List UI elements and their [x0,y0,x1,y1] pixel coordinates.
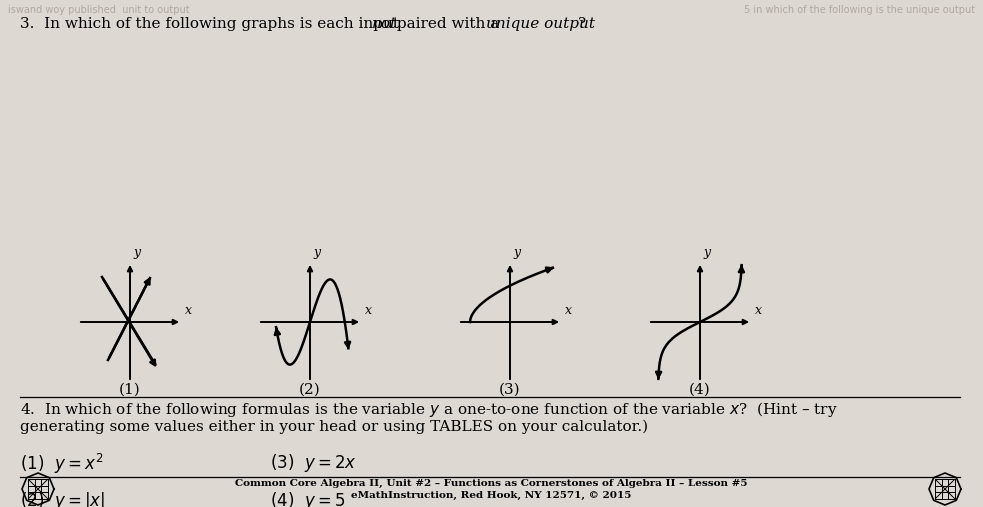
Text: x: x [185,304,192,317]
Text: 3.  In which of the following graphs is each input: 3. In which of the following graphs is e… [20,17,404,31]
Text: $(2)$  $y = |x|$: $(2)$ $y = |x|$ [20,490,105,507]
Text: paired with a: paired with a [392,17,504,31]
Text: eMathInstruction, Red Hook, NY 12571, © 2015: eMathInstruction, Red Hook, NY 12571, © … [351,491,631,500]
Text: generating some values either in your head or using TABLES on your calculator.): generating some values either in your he… [20,420,648,434]
Text: Common Core Algebra II, Unit #2 – Functions as Cornerstones of Algebra II – Less: Common Core Algebra II, Unit #2 – Functi… [235,479,747,488]
Text: y: y [313,246,320,259]
Text: not: not [372,17,397,31]
Text: (3): (3) [499,383,521,397]
Text: ?: ? [578,17,586,31]
Text: unique output: unique output [486,17,595,31]
Text: 4.  In which of the following formulas is the variable $y$ a one-to-one function: 4. In which of the following formulas is… [20,400,838,419]
Text: x: x [755,304,762,317]
Text: (4): (4) [689,383,711,397]
Text: x: x [365,304,372,317]
Text: y: y [133,246,141,259]
Text: (1): (1) [119,383,141,397]
Text: y: y [703,246,710,259]
Text: (2): (2) [299,383,320,397]
Text: $(3)$  $y = 2x$: $(3)$ $y = 2x$ [270,452,357,474]
Text: $(1)$  $y = x^2$: $(1)$ $y = x^2$ [20,452,103,476]
Text: iswand woy published  unit to output: iswand woy published unit to output [8,5,190,15]
Text: y: y [513,246,520,259]
Text: $(4)$  $y = 5$: $(4)$ $y = 5$ [270,490,345,507]
Text: x: x [565,304,572,317]
Text: 5 in which of the following is the unique output: 5 in which of the following is the uniqu… [744,5,975,15]
